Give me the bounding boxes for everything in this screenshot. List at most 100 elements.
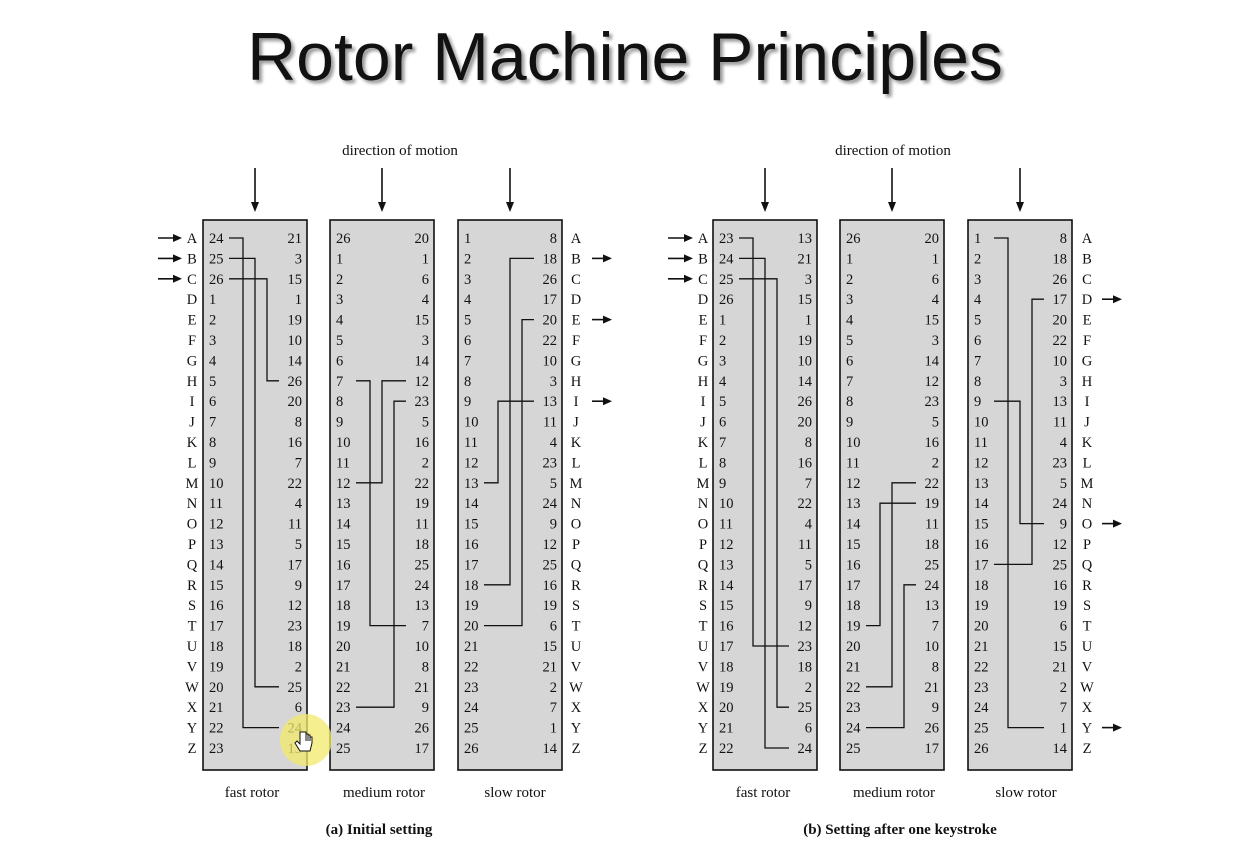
input-letter: X	[698, 700, 709, 716]
motion-arrow	[251, 168, 259, 212]
rotor-right-contact: 6	[1060, 619, 1067, 635]
rotor-right-contact: 15	[1053, 639, 1068, 655]
output-letter: Y	[1082, 721, 1093, 737]
input-letter: A	[698, 231, 709, 247]
input-letter: X	[187, 700, 198, 716]
rotor-left-contact: 14	[336, 517, 351, 533]
rotor-left-contact: 1	[974, 231, 981, 247]
rotor-caption: slow rotor	[484, 785, 545, 801]
input-letter: R	[187, 578, 197, 594]
input-letter: V	[187, 659, 198, 675]
rotor-right-contact: 6	[295, 700, 302, 716]
rotor-right-contact: 19	[543, 598, 558, 614]
rotor-left-contact: 26	[209, 272, 224, 288]
input-letter: T	[699, 619, 708, 635]
rotor-right-contact: 25	[543, 557, 558, 573]
rotor-right-contact: 15	[798, 292, 813, 308]
rotor-left-contact: 11	[209, 496, 223, 512]
rotor-left-contact: 21	[464, 639, 479, 655]
rotor-right-contact: 19	[288, 313, 303, 329]
rotor-left-contact: 1	[719, 313, 726, 329]
rotor-left-contact: 18	[464, 578, 479, 594]
rotor-left-contact: 25	[846, 741, 861, 757]
rotor-right-contact: 9	[422, 700, 429, 716]
output-letter: U	[1082, 639, 1093, 655]
rotor-left-contact: 26	[974, 741, 989, 757]
rotor-right-contact: 20	[415, 231, 430, 247]
rotor-left-contact: 21	[974, 639, 989, 655]
rotor-right-contact: 2	[295, 659, 302, 675]
rotor-right-contact: 22	[543, 333, 558, 349]
rotor-right-contact: 15	[925, 313, 940, 329]
rotor-left-contact: 4	[719, 374, 727, 390]
rotor-left-contact: 3	[209, 333, 216, 349]
output-letter: D	[571, 292, 581, 308]
rotor-left-contact: 7	[846, 374, 853, 390]
rotor-left-contact: 14	[974, 496, 989, 512]
rotor-left-contact: 22	[974, 659, 989, 675]
output-letter: R	[1082, 578, 1092, 594]
rotor: 2612345678910111213141516171819202122232…	[329, 168, 435, 801]
rotor-left-contact: 23	[336, 700, 351, 716]
rotor-right-contact: 17	[288, 557, 303, 573]
rotor-right-contact: 1	[295, 292, 302, 308]
rotor-right-contact: 15	[543, 639, 558, 655]
rotor-wire	[994, 237, 1044, 729]
rotor-right-contact: 8	[550, 231, 557, 247]
rotor-right-contact: 7	[1060, 700, 1067, 716]
rotor-left-contact: 20	[336, 639, 351, 655]
input-letter: A	[187, 231, 198, 247]
rotor-right-contact: 1	[1060, 721, 1067, 737]
rotor-right-contact: 2	[932, 455, 939, 471]
rotor-right-contact: 13	[798, 231, 813, 247]
rotor-right-contact: 23	[925, 394, 940, 410]
rotor-right-contact: 16	[288, 435, 303, 451]
input-letter: Q	[187, 557, 198, 573]
rotor-left-contact: 23	[209, 741, 224, 757]
output-letter: M	[570, 476, 583, 492]
rotor-left-contact: 14	[719, 578, 734, 594]
input-letter: N	[187, 496, 198, 512]
motion-arrow	[506, 168, 514, 212]
rotor-right-contact: 8	[1060, 231, 1067, 247]
rotor: 1234567891011121314151617181920212223242…	[457, 168, 563, 801]
rotor-left-contact: 24	[464, 700, 479, 716]
output-letter: F	[1083, 333, 1091, 349]
rotor-left-contact: 2	[209, 313, 216, 329]
direction-label: direction of motion	[835, 143, 951, 159]
motion-arrow	[1016, 168, 1024, 212]
rotor-left-contact: 13	[846, 496, 861, 512]
input-letter: Z	[188, 741, 197, 757]
rotor-right-contact: 20	[925, 231, 940, 247]
rotor-right-contact: 13	[1053, 394, 1068, 410]
rotor-left-contact: 18	[209, 639, 224, 655]
rotor-right-contact: 23	[543, 455, 558, 471]
rotor-right-contact: 16	[925, 435, 940, 451]
rotor-wire	[484, 318, 534, 627]
rotor-left-contact: 3	[464, 272, 471, 288]
rotor-right-contact: 23	[1053, 455, 1068, 471]
motion-arrow	[378, 168, 386, 212]
rotor-right-contact: 5	[295, 537, 302, 553]
rotor-left-contact: 8	[336, 394, 343, 410]
output-letter: B	[571, 251, 581, 267]
input-letter: E	[188, 313, 197, 329]
output-letter: O	[1082, 517, 1092, 533]
output-letter: A	[571, 231, 582, 247]
rotor-left-contact: 12	[336, 476, 351, 492]
rotor-left-contact: 6	[336, 353, 343, 369]
input-letter: I	[701, 394, 706, 410]
output-letter: K	[1082, 435, 1093, 451]
input-letter: Y	[187, 721, 198, 737]
rotor-right-contact: 5	[932, 415, 939, 431]
output-letter: B	[1082, 251, 1092, 267]
rotor-right-contact: 12	[798, 619, 813, 635]
rotor-left-contact: 22	[209, 721, 224, 737]
rotor-right-contact: 20	[543, 313, 558, 329]
rotor-right-contact: 4	[932, 292, 940, 308]
rotor-left-contact: 5	[209, 374, 216, 390]
rotor-wire	[229, 257, 279, 688]
rotor-right-contact: 10	[415, 639, 430, 655]
rotor-right-contact: 12	[543, 537, 558, 553]
input-arrow	[158, 254, 182, 263]
